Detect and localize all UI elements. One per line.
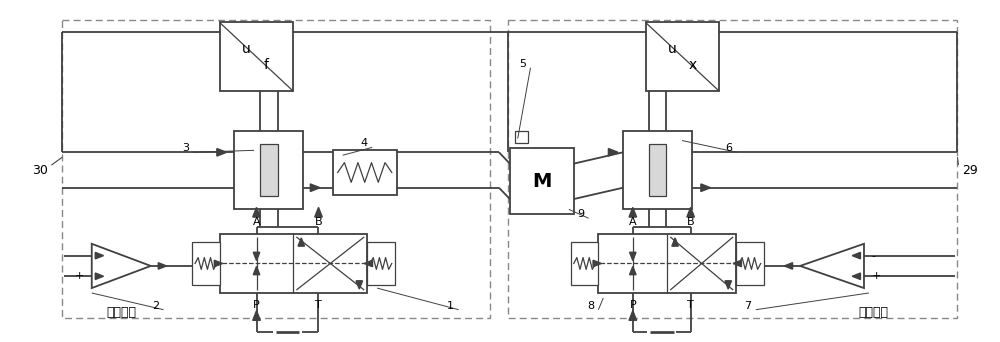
Polygon shape	[733, 260, 741, 267]
Polygon shape	[92, 244, 151, 288]
Text: 加载指令: 加载指令	[106, 306, 136, 319]
Bar	[62, 21, 490, 318]
Polygon shape	[687, 207, 694, 217]
Text: 8: 8	[587, 301, 594, 311]
Polygon shape	[298, 238, 305, 246]
Text: +: +	[74, 271, 84, 281]
Text: f: f	[264, 58, 269, 72]
Polygon shape	[356, 281, 363, 289]
Text: A: A	[629, 217, 637, 227]
Polygon shape	[95, 252, 104, 259]
Text: P: P	[629, 300, 636, 310]
Polygon shape	[214, 260, 223, 267]
Polygon shape	[158, 263, 167, 269]
Polygon shape	[217, 148, 227, 156]
Polygon shape	[593, 260, 601, 267]
Polygon shape	[701, 184, 711, 192]
Text: x: x	[688, 58, 696, 72]
Text: 位置指令: 位置指令	[859, 306, 889, 319]
Bar	[220, 234, 367, 293]
Text: u: u	[668, 42, 677, 56]
Polygon shape	[253, 252, 260, 261]
Bar	[646, 23, 719, 91]
Bar	[649, 144, 666, 196]
Bar	[192, 242, 220, 285]
Polygon shape	[852, 252, 860, 259]
Text: B: B	[687, 217, 694, 227]
Polygon shape	[629, 207, 637, 217]
Text: -: -	[872, 251, 876, 261]
Text: M: M	[532, 172, 551, 191]
Bar	[333, 150, 397, 195]
Text: 3: 3	[182, 143, 189, 153]
Text: 2: 2	[152, 301, 159, 311]
Polygon shape	[672, 238, 678, 246]
Text: +: +	[872, 271, 881, 281]
Text: 7: 7	[744, 301, 751, 311]
Text: T: T	[315, 300, 322, 310]
Text: 4: 4	[361, 139, 368, 148]
Polygon shape	[253, 266, 260, 275]
Text: A: A	[253, 217, 260, 227]
Polygon shape	[253, 207, 260, 217]
Bar	[571, 242, 598, 285]
Text: 5: 5	[519, 59, 526, 69]
Bar	[260, 144, 278, 196]
Text: 29: 29	[962, 163, 978, 176]
Polygon shape	[315, 207, 322, 217]
Bar	[367, 242, 395, 285]
Text: 6: 6	[726, 143, 733, 153]
Polygon shape	[630, 266, 636, 275]
Text: 30: 30	[32, 163, 48, 176]
Polygon shape	[800, 244, 864, 288]
Polygon shape	[310, 184, 320, 192]
Bar	[515, 131, 528, 143]
Polygon shape	[629, 311, 637, 320]
Polygon shape	[95, 273, 104, 279]
Bar	[220, 23, 293, 91]
Polygon shape	[784, 263, 793, 269]
Bar	[623, 131, 692, 209]
Polygon shape	[725, 281, 731, 289]
Bar	[234, 131, 303, 209]
Bar	[508, 21, 957, 318]
Bar	[510, 148, 574, 214]
Polygon shape	[253, 311, 260, 320]
Text: T: T	[687, 300, 694, 310]
Bar	[598, 234, 736, 293]
Bar	[736, 242, 764, 285]
Polygon shape	[852, 273, 860, 279]
Text: u: u	[242, 42, 251, 56]
Polygon shape	[364, 260, 373, 267]
Text: 9: 9	[577, 209, 584, 219]
Polygon shape	[608, 148, 618, 156]
Text: 1: 1	[447, 301, 454, 311]
Text: P: P	[253, 300, 260, 310]
Text: B: B	[315, 217, 322, 227]
Polygon shape	[630, 252, 636, 261]
